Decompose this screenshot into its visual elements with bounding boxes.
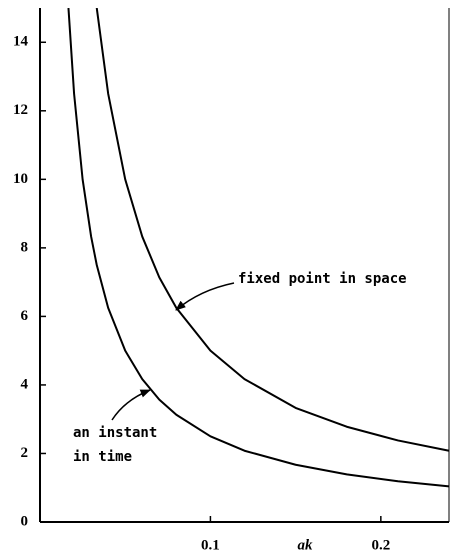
line [67,8,450,488]
annotation: fixed point in space [238,271,407,287]
annotation-arrow [175,282,235,311]
annotation: an instant [73,425,157,441]
y-tick-label: 0 [21,513,29,529]
y-tick-label: 8 [21,239,29,255]
annotation-arrow [111,389,151,421]
y-tick-label: 10 [13,171,28,187]
x-tick-label: 0.1 [201,537,220,553]
y-tick-label: 4 [21,376,29,392]
annotation: in time [73,449,132,465]
x-tick-label: 0.2 [371,537,390,553]
y-tick-label: 6 [21,308,29,324]
x-axis-label: ak [298,537,314,553]
y-tick-label: 14 [13,34,29,50]
line [95,8,450,452]
y-tick-label: 12 [13,102,28,118]
y-tick-label: 2 [21,445,29,461]
